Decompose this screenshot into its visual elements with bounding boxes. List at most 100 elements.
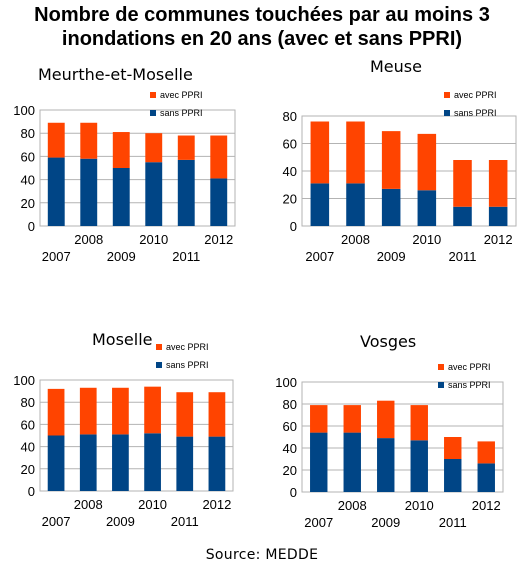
chart-meurthe-et-moselle: Meurthe-et-Moselle 0 20 40 60 80 100 2007 2008 2… <box>0 60 262 270</box>
bar-sans-ppri <box>79 434 97 491</box>
bar-avec-ppri <box>112 387 129 435</box>
y-tick-label: 100 <box>13 373 35 388</box>
chart-plot-meuse: 0 20 40 60 80 2007 2008 2009 2010 2011 2012 avec PP… <box>283 90 517 264</box>
bar-sans-ppri <box>144 433 161 491</box>
chart-title-moselle: Moselle <box>92 330 153 349</box>
bar-sans-ppri <box>377 438 395 492</box>
bar-sans-ppri <box>176 436 194 491</box>
plot-frame <box>39 109 236 227</box>
x-tick-label: 2011 <box>449 249 477 264</box>
y-tick-label: 100 <box>275 375 297 390</box>
x-tick-label: 2009 <box>377 249 406 264</box>
bar-sans-ppri <box>47 157 65 226</box>
x-tick-label: 2010 <box>412 232 441 247</box>
main-title: Nombre de communes touchées par au moins… <box>0 3 524 51</box>
plot-frame <box>301 115 517 227</box>
y-tick-label: 60 <box>283 419 297 434</box>
legend-swatch <box>438 382 444 388</box>
bar-avec-ppri <box>310 121 330 184</box>
bar-avec-ppri <box>80 122 98 159</box>
y-tick-label: 80 <box>283 109 297 124</box>
y-tick-label: 80 <box>283 397 297 412</box>
y-tick-label: 20 <box>21 462 35 477</box>
source-note: Source: MEDDE <box>205 547 319 563</box>
x-tick-label: 2008 <box>74 232 103 247</box>
main-title-line-2: inondations en 20 ans (avec et sans PPRI… <box>61 28 463 50</box>
x-tick-label: 2007 <box>305 249 334 264</box>
chart-title-meuse: Meuse <box>370 57 422 76</box>
chart-title-meurthe-et-moselle: Meurthe-et-Moselle <box>38 65 193 84</box>
y-tick-label: 60 <box>21 149 35 164</box>
x-tick-label: 2009 <box>106 514 135 529</box>
legend-label: sans PPRI <box>160 108 203 118</box>
plot-frame <box>39 379 234 492</box>
bar-avec-ppri <box>410 405 428 441</box>
bar-sans-ppri <box>477 463 495 492</box>
y-tick-label: 60 <box>283 137 297 152</box>
y-tick-label: 60 <box>21 417 35 432</box>
x-tick-label: 2012 <box>472 498 501 513</box>
bar-sans-ppri <box>381 188 401 226</box>
bar-avec-ppri <box>47 388 65 436</box>
bar-sans-ppri <box>112 434 129 491</box>
bar-sans-ppri <box>488 206 508 226</box>
y-tick-label: 40 <box>21 173 35 188</box>
bar-avec-ppri <box>210 135 228 179</box>
y-tick-label: 20 <box>283 192 297 207</box>
bar-avec-ppri <box>144 386 161 434</box>
bar-avec-ppri <box>381 131 401 189</box>
legend-swatch <box>444 92 450 98</box>
x-tick-label: 2008 <box>74 497 103 512</box>
bar-avec-ppri <box>477 441 495 464</box>
bar-avec-ppri <box>377 400 395 439</box>
y-tick-label: 20 <box>21 196 35 211</box>
y-tick-label: 0 <box>28 484 35 499</box>
x-tick-label: 2011 <box>172 249 200 264</box>
y-tick-label: 40 <box>283 164 297 179</box>
legend-label: avec PPRI <box>454 90 497 100</box>
bar-avec-ppri <box>177 135 195 160</box>
legend-label: sans PPRI <box>448 380 491 390</box>
bar-sans-ppri <box>343 432 361 492</box>
bar-sans-ppri <box>346 183 365 226</box>
legend-swatch <box>156 344 162 350</box>
x-tick-label: 2007 <box>42 249 71 264</box>
legend-swatch <box>150 110 156 116</box>
y-tick-label: 0 <box>28 219 35 234</box>
bar-sans-ppri <box>210 178 228 226</box>
bar-avec-ppri <box>47 122 65 158</box>
x-tick-label: 2012 <box>202 497 231 512</box>
chart-vosges: Vosges 0 20 40 60 80 100 2007 2008 2009 2010 2011 2… <box>262 330 524 535</box>
plot-frame <box>301 381 504 493</box>
y-tick-label: 80 <box>21 395 35 410</box>
y-tick-label: 0 <box>290 485 297 500</box>
bar-sans-ppri <box>177 159 195 226</box>
bar-avec-ppri <box>208 392 226 437</box>
chart-plot-meurthe-et-moselle: 020406080100200720082009201020112012avec… <box>13 90 236 264</box>
y-tick-label: 40 <box>283 441 297 456</box>
bar-sans-ppri <box>145 162 163 226</box>
bar-sans-ppri <box>310 183 330 226</box>
bar-sans-ppri <box>444 459 462 492</box>
bar-avec-ppri <box>79 387 97 435</box>
chart-moselle: Moselle 0 20 40 60 80 100 2007 2008 2009 2010 2011… <box>0 325 262 535</box>
legend-label: sans PPRI <box>454 108 497 118</box>
bar-avec-ppri <box>310 405 328 433</box>
x-tick-label: 2011 <box>171 514 199 529</box>
x-tick-label: 2008 <box>338 498 367 513</box>
y-tick-label: 0 <box>290 219 297 234</box>
legend-label: avec PPRI <box>166 342 209 352</box>
bar-avec-ppri <box>453 160 472 207</box>
bar-sans-ppri <box>112 168 130 226</box>
x-tick-label: 2010 <box>405 498 434 513</box>
bar-sans-ppri <box>410 440 428 492</box>
x-tick-label: 2012 <box>204 232 233 247</box>
bar-avec-ppri <box>145 133 163 163</box>
legend-swatch <box>150 92 156 98</box>
legend-label: avec PPRI <box>448 362 491 372</box>
bar-avec-ppri <box>444 437 462 459</box>
x-tick-label: 2009 <box>107 249 136 264</box>
x-tick-label: 2010 <box>138 497 167 512</box>
x-tick-label: 2011 <box>439 515 467 530</box>
